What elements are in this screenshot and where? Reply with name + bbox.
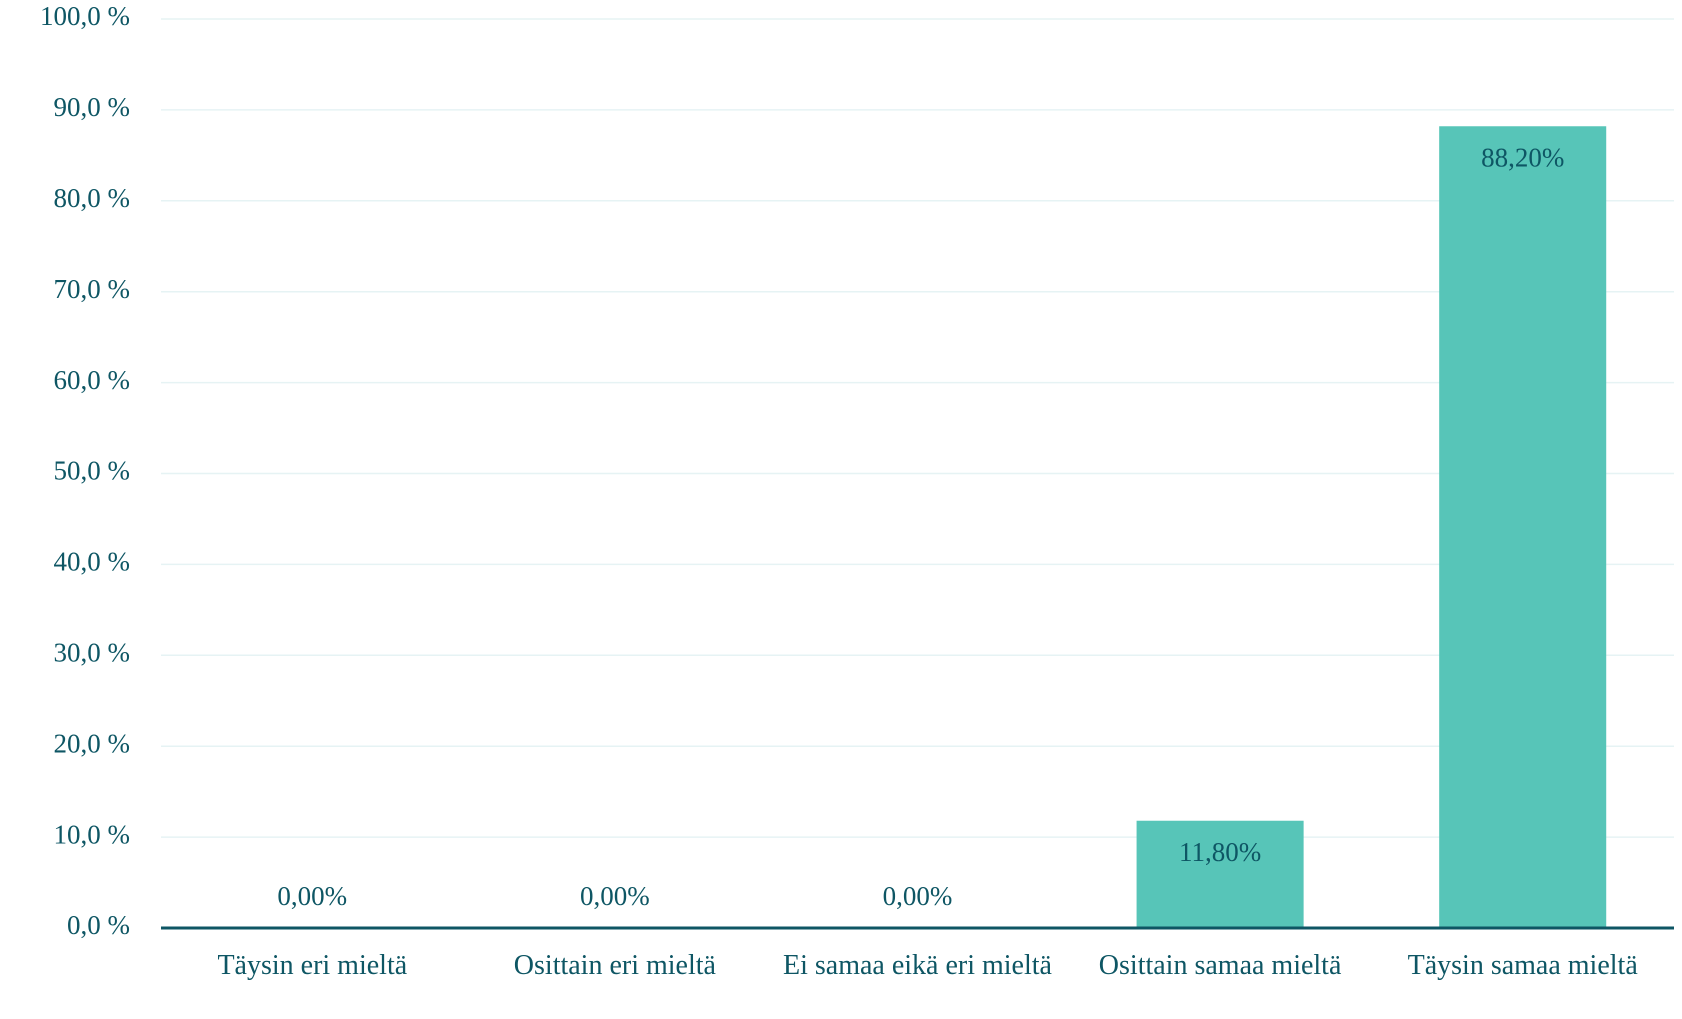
x-tick-label: Täysin eri mieltä [217,950,408,981]
bar [1136,820,1304,928]
data-label: 0,00% [883,881,953,911]
y-tick-label: 50,0 % [54,456,131,486]
y-tick-label: 80,0 % [54,183,131,213]
y-tick-label: 70,0 % [54,274,131,304]
y-tick-label: 100,0 % [40,1,130,31]
y-tick-label: 40,0 % [54,547,131,577]
data-label: 11,80% [1179,837,1261,867]
y-tick-label: 20,0 % [54,728,131,758]
data-label: 88,20% [1481,142,1564,172]
y-tick-label: 30,0 % [54,638,131,668]
x-tick-label: Ei samaa eikä eri mieltä [782,950,1052,981]
bar [1439,126,1607,928]
y-tick-label: 60,0 % [54,365,131,395]
y-tick-label: 90,0 % [54,92,131,122]
data-label: 0,00% [277,881,347,911]
y-tick-label: 0,0 % [67,910,130,940]
y-tick-label: 10,0 % [54,819,131,849]
data-label: 0,00% [580,881,650,911]
x-tick-label: Osittain samaa mieltä [1098,950,1342,981]
x-tick-label: Osittain eri mieltä [513,950,716,981]
x-tick-label: Täysin samaa mieltä [1407,950,1638,981]
